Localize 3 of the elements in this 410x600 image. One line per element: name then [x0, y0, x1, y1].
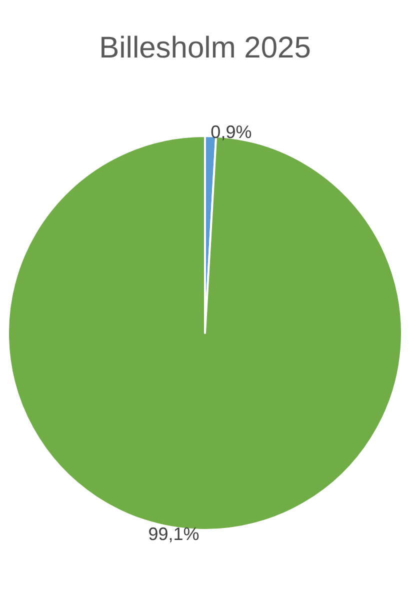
data-label: 0,9% [210, 122, 252, 142]
chart-title: Billesholm 2025 [99, 32, 311, 64]
data-label: 99,1% [148, 524, 200, 544]
